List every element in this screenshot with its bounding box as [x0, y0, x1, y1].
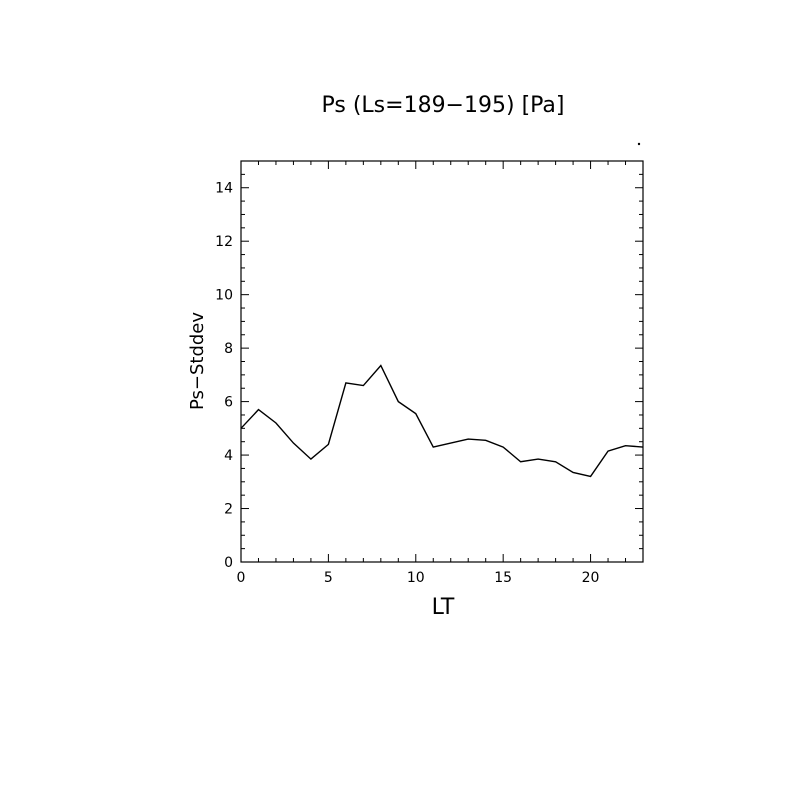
series-line — [240, 364, 644, 478]
y-tick-label: 4 — [224, 448, 233, 464]
x-axis-label: LT — [432, 595, 455, 620]
plot-area: 0 5 10 15 20 0 2 4 6 8 10 12 14 — [215, 160, 644, 586]
y-axis-label: Ps−Stddev — [187, 312, 208, 410]
y-tick-label: 6 — [224, 395, 233, 411]
axes-frame — [240, 160, 644, 563]
x-tick-label: 10 — [407, 570, 425, 586]
x-tick-label: 15 — [494, 570, 512, 586]
corner-dot — [637, 142, 641, 146]
x-tick-label: 20 — [582, 570, 600, 586]
y-tick-label: 0 — [224, 555, 233, 571]
y-tick-label: 12 — [215, 234, 233, 250]
y-tick-label: 14 — [215, 181, 233, 197]
x-tick-label: 0 — [237, 570, 246, 586]
chart-title: Ps (Ls=189−195) [Pa] — [322, 93, 565, 118]
y-tick-label: 8 — [224, 341, 233, 357]
x-tick-label: 5 — [324, 570, 333, 586]
y-tick-label: 2 — [224, 502, 233, 518]
y-tick-label: 10 — [215, 288, 233, 304]
